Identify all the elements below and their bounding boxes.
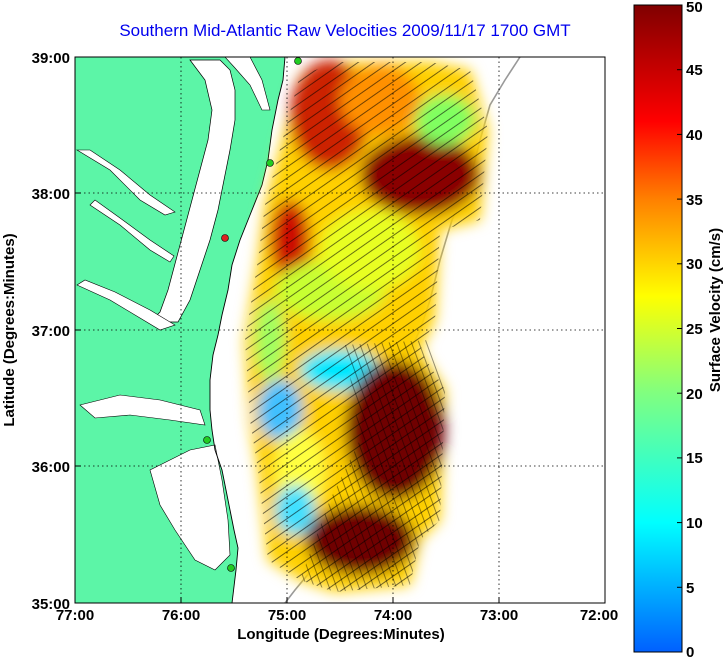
y-axis	[75, 56, 81, 604]
pamlico-sound	[149, 444, 231, 571]
colorbar-tick-label: 0	[686, 644, 694, 659]
colorbar-tick-label: 35	[686, 192, 703, 209]
colorbar-tick-label: 10	[686, 515, 703, 532]
grid-lines	[75, 57, 605, 603]
station-marker	[266, 159, 274, 167]
y-axis-label: Latitude (Degrees:Minutes)	[1, 233, 18, 426]
y-tick-label: 35:00	[32, 596, 70, 613]
y-tick-label: 36:00	[32, 459, 70, 476]
station-marker	[227, 564, 235, 572]
colorbar-tick-label: 15	[686, 450, 703, 467]
y-tick-label: 38:00	[32, 186, 70, 203]
colorbar-tick-label: 20	[686, 386, 703, 403]
x-tick-label: 75:00	[268, 607, 306, 624]
station-marker	[221, 234, 229, 242]
y-tick-label: 37:00	[32, 323, 70, 340]
colorbar-tick-label: 25	[686, 321, 703, 338]
colorbar-tick-label: 40	[686, 127, 703, 144]
x-tick-label: 72:00	[580, 607, 618, 624]
station-marker	[203, 436, 211, 444]
x-tick-label: 76:00	[162, 607, 200, 624]
colorbar	[633, 4, 683, 653]
colorbar-ticks	[677, 4, 682, 653]
colorbar-tick-label: 45	[686, 62, 703, 79]
x-axis-label: Longitude (Degrees:Minutes)	[237, 626, 445, 643]
colorbar-tick-label: 50	[686, 0, 703, 16]
x-axis	[74, 597, 606, 603]
bay-water	[149, 59, 236, 323]
river-rappahannock	[89, 199, 175, 263]
delaware-bay	[224, 57, 271, 111]
colorbar-label: Surface Velocity (cm/s)	[707, 228, 724, 392]
y-tick-label: 39:00	[32, 50, 70, 67]
river-james	[76, 279, 176, 331]
station-marker	[294, 57, 302, 65]
x-tick-label: 74:00	[374, 607, 412, 624]
albemarle-sound	[79, 394, 206, 426]
colorbar-tick-label: 30	[686, 256, 703, 273]
colorbar-tick-label: 5	[686, 580, 694, 597]
river-potomac	[75, 149, 176, 216]
x-tick-label: 73:00	[480, 607, 518, 624]
map-title: Southern Mid-Atlantic Raw Velocities 200…	[119, 21, 571, 40]
x-tick-label: 77:00	[56, 607, 94, 624]
coastline	[209, 57, 286, 603]
